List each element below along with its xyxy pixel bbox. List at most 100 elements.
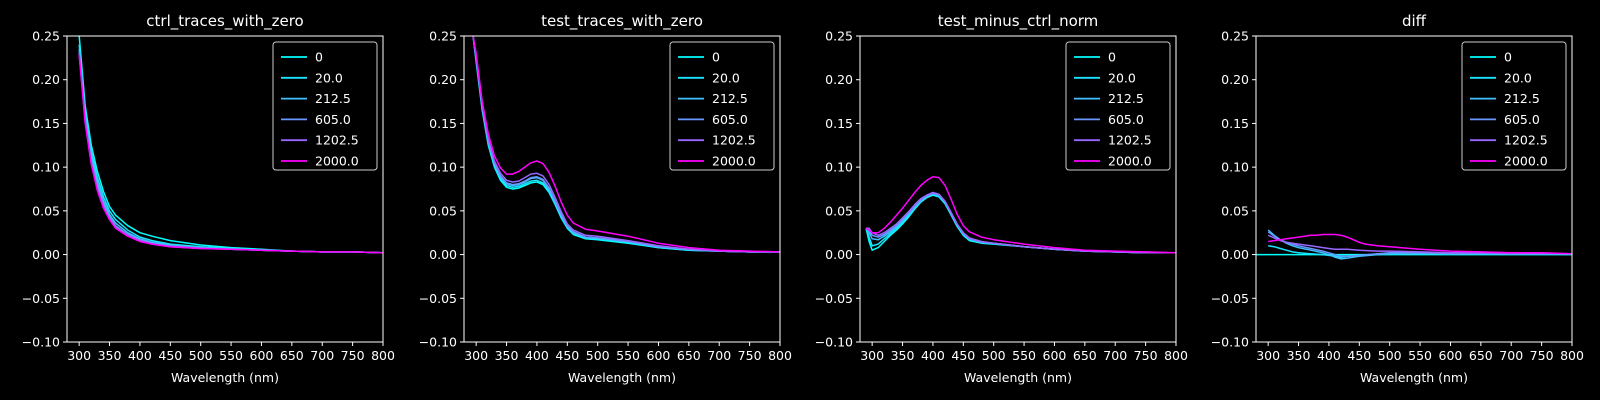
y-tick-label: 0.00 [825, 247, 853, 262]
x-tick-label: 700 [1103, 348, 1127, 363]
series-line-4 [866, 191, 1176, 254]
legend-frame [272, 41, 378, 171]
y-tick-label: 0.10 [32, 160, 60, 175]
y-tick-label: 0.05 [1221, 203, 1249, 218]
legend-frame [669, 41, 775, 171]
y-tick-label: −0.10 [1211, 335, 1249, 350]
legend-label: 2000.0 [712, 154, 756, 169]
x-tick-label: 400 [921, 348, 945, 363]
x-tick-label: 600 [1043, 348, 1067, 363]
y-tick-label: 0.25 [825, 29, 853, 44]
legend-label: 20.0 [712, 70, 740, 85]
x-tick-label: 550 [219, 348, 243, 363]
x-axis-label: Wavelength (nm) [171, 370, 279, 385]
legend-label: 212.5 [712, 91, 748, 106]
legend-label: 1202.5 [1504, 133, 1548, 148]
plot-frame [859, 35, 1177, 343]
y-tick-label: 0.10 [1221, 160, 1249, 175]
y-tick-label: −0.10 [419, 335, 457, 350]
chart-panel-2: test_minus_ctrl_norm −0.10 −0.05 0.00 0.05 0.… [815, 12, 1188, 385]
legend-label: 1202.5 [1108, 133, 1152, 148]
y-tick-label: −0.05 [22, 291, 60, 306]
y-tick-label: −0.05 [815, 291, 853, 306]
plot-frame [463, 35, 781, 343]
chart-title: test_traces_with_zero [541, 12, 703, 31]
legend-label: 2000.0 [315, 154, 359, 169]
y-tick-label: −0.05 [419, 291, 457, 306]
series-line-5 [1268, 233, 1572, 255]
x-tick-label: 500 [1378, 348, 1402, 363]
series-group [865, 176, 1176, 254]
x-tick-label: 500 [586, 348, 610, 363]
series-group [78, 36, 383, 254]
y-tick-label: 0.05 [825, 203, 853, 218]
y-tick-label: 0.05 [429, 203, 457, 218]
y-tick-label: −0.10 [815, 335, 853, 350]
legend: 0 20.0 212.5 605.0 1202.5 2000.0 [1065, 41, 1171, 171]
y-tick-label: 0.10 [825, 160, 853, 175]
x-tick-label: 800 [371, 348, 395, 363]
x-tick-label: 600 [647, 348, 671, 363]
x-tick-label: 450 [1347, 348, 1371, 363]
x-tick-label: 450 [158, 348, 182, 363]
x-tick-label: 750 [1530, 348, 1554, 363]
x-tick-label: 700 [310, 348, 334, 363]
chart-panel-1: test_traces_with_zero −0.10 −0.05 0.00 0.05 0… [419, 12, 792, 385]
series-line-5 [78, 55, 383, 254]
legend-label: 0 [1108, 50, 1116, 65]
legend-label: 20.0 [1504, 70, 1532, 85]
legend: 0 20.0 212.5 605.0 1202.5 2000.0 [272, 41, 378, 171]
legend: 0 20.0 212.5 605.0 1202.5 2000.0 [1461, 41, 1567, 171]
legend-label: 2000.0 [1504, 154, 1548, 169]
chart-title: test_minus_ctrl_norm [938, 12, 1099, 31]
x-tick-label: 650 [1073, 348, 1097, 363]
x-tick-label: 700 [1499, 348, 1523, 363]
legend-label: 605.0 [315, 112, 351, 127]
x-tick-label: 800 [1560, 348, 1584, 363]
chart-title: diff [1402, 12, 1427, 30]
x-tick-label: 550 [1012, 348, 1036, 363]
y-tick-label: 0.00 [1221, 247, 1249, 262]
series-line-3 [472, 36, 780, 253]
chart-title: ctrl_traces_with_zero [146, 12, 303, 31]
x-tick-label: 400 [1317, 348, 1341, 363]
x-tick-label: 450 [555, 348, 579, 363]
x-tick-label: 300 [1256, 348, 1280, 363]
legend-label: 0 [315, 50, 323, 65]
legend-label: 1202.5 [712, 133, 756, 148]
legend: 0 20.0 212.5 605.0 1202.5 2000.0 [669, 41, 775, 171]
x-axis-label: Wavelength (nm) [1360, 370, 1468, 385]
legend-frame [1065, 41, 1171, 171]
legend-frame [1461, 41, 1567, 171]
legend-label: 212.5 [315, 91, 351, 106]
y-tick-label: 0.15 [1221, 116, 1249, 131]
x-tick-label: 600 [1439, 348, 1463, 363]
x-tick-label: 550 [616, 348, 640, 363]
y-tick-label: 0.15 [429, 116, 457, 131]
y-tick-label: 0.05 [32, 203, 60, 218]
x-tick-label: 350 [98, 348, 122, 363]
y-tick-label: 0.10 [429, 160, 457, 175]
y-tick-label: −0.10 [22, 335, 60, 350]
x-axis-label: Wavelength (nm) [568, 370, 676, 385]
legend-label: 2000.0 [1108, 154, 1152, 169]
legend-label: 0 [1504, 50, 1512, 65]
x-tick-label: 300 [67, 348, 91, 363]
y-tick-label: 0.25 [1221, 29, 1249, 44]
x-tick-label: 400 [525, 348, 549, 363]
y-tick-label: 0.00 [32, 247, 60, 262]
x-tick-label: 450 [951, 348, 975, 363]
series-line-4 [472, 36, 780, 253]
legend-label: 212.5 [1504, 91, 1540, 106]
x-tick-label: 350 [1287, 348, 1311, 363]
x-tick-label: 700 [707, 348, 731, 363]
chart-panel-3: diff −0.10 −0.05 0.00 0.05 0.10 0.15 0.20 0.25 30… [1211, 12, 1584, 385]
x-tick-label: 500 [189, 348, 213, 363]
y-tick-label: 0.15 [32, 116, 60, 131]
y-tick-label: 0.20 [429, 72, 457, 87]
x-tick-label: 400 [128, 348, 152, 363]
legend-label: 605.0 [712, 112, 748, 127]
x-tick-label: 800 [768, 348, 792, 363]
x-tick-label: 300 [860, 348, 884, 363]
